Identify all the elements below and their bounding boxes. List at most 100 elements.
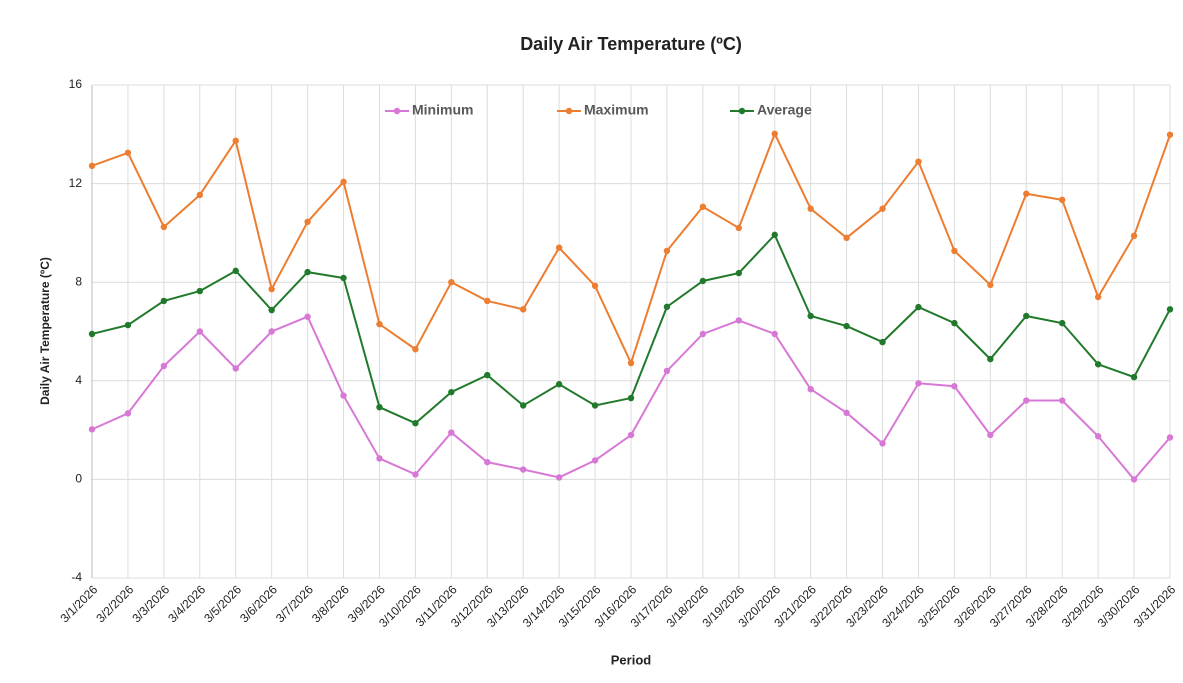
data-point	[771, 130, 778, 138]
data-point	[376, 403, 383, 411]
legend-label: Maximum	[584, 102, 649, 118]
y-tick-label: 16	[69, 77, 83, 91]
data-point	[663, 367, 671, 375]
data-point	[663, 247, 671, 255]
data-point	[987, 281, 994, 289]
data-point	[591, 457, 599, 464]
legend-label: Minimum	[412, 102, 473, 118]
data-point	[196, 287, 203, 295]
data-point	[1130, 232, 1138, 240]
data-point	[735, 224, 742, 232]
data-point	[987, 431, 994, 439]
data-point	[196, 328, 203, 335]
legend-marker	[565, 107, 573, 115]
data-point	[376, 320, 383, 328]
data-point	[1059, 397, 1066, 404]
data-point	[915, 303, 922, 311]
data-point	[268, 306, 275, 314]
data-point	[376, 455, 383, 462]
data-point	[304, 268, 311, 276]
data-point	[627, 359, 635, 367]
y-tick-label: 0	[75, 472, 82, 486]
data-point	[340, 178, 347, 186]
data-point	[196, 191, 203, 199]
data-point	[879, 440, 886, 447]
data-point	[520, 306, 527, 313]
data-point	[555, 244, 563, 251]
legend-marker	[738, 107, 746, 115]
data-point	[124, 149, 132, 156]
data-point	[735, 317, 742, 324]
data-point	[160, 223, 168, 231]
data-point	[304, 218, 311, 226]
data-point	[591, 282, 599, 290]
data-point	[88, 162, 96, 170]
data-point	[88, 426, 96, 433]
legend-label: Average	[757, 102, 812, 118]
data-point	[88, 330, 96, 338]
chart-title: Daily Air Temperature (ºC)	[520, 34, 742, 54]
data-point	[1094, 293, 1102, 301]
data-point	[124, 410, 132, 417]
data-point	[663, 303, 671, 311]
data-point	[879, 338, 886, 346]
data-point	[555, 474, 563, 481]
data-point	[555, 381, 563, 388]
data-point	[124, 321, 132, 329]
data-point	[268, 328, 275, 335]
data-point	[951, 247, 958, 255]
data-point	[340, 274, 347, 282]
data-point	[1059, 196, 1066, 204]
y-tick-label: 8	[75, 274, 82, 288]
data-point	[951, 319, 958, 327]
data-point	[1059, 319, 1066, 327]
legend-marker	[393, 107, 401, 115]
data-point	[699, 203, 707, 210]
data-point	[699, 330, 707, 338]
data-point	[735, 269, 742, 277]
data-point	[268, 285, 275, 293]
x-axis-label: Period	[611, 652, 652, 667]
data-point	[951, 383, 958, 390]
data-point	[843, 322, 850, 330]
data-point	[160, 362, 168, 370]
data-point	[627, 431, 635, 439]
data-point	[160, 297, 168, 305]
data-point	[412, 471, 419, 478]
y-axis-label: Daily Air Temperature (ºC)	[38, 257, 52, 405]
y-tick-label: 4	[75, 373, 82, 387]
data-point	[1094, 433, 1102, 440]
data-point	[699, 277, 707, 285]
data-point	[340, 392, 347, 399]
y-tick-label: 12	[69, 176, 83, 190]
y-tick-label: -4	[71, 570, 82, 584]
data-point	[627, 394, 635, 402]
data-point	[448, 388, 455, 396]
data-point	[915, 158, 922, 165]
data-point	[807, 205, 814, 212]
data-point	[879, 205, 886, 212]
data-point	[1130, 476, 1138, 483]
data-point	[304, 313, 311, 320]
data-point	[771, 231, 778, 239]
data-point	[843, 234, 850, 242]
data-point	[1094, 361, 1102, 368]
data-point	[232, 267, 239, 275]
data-point	[987, 355, 994, 363]
data-point	[771, 330, 778, 338]
data-point	[448, 279, 455, 286]
data-point	[807, 312, 814, 320]
data-point	[1166, 306, 1174, 313]
data-point	[1130, 373, 1138, 381]
data-point	[1023, 312, 1030, 320]
data-point	[520, 402, 527, 409]
data-point	[807, 385, 814, 393]
data-point	[412, 419, 419, 427]
data-point	[412, 346, 419, 353]
data-point	[232, 137, 239, 144]
data-point	[484, 297, 491, 305]
data-point	[1166, 434, 1174, 441]
data-point	[1023, 397, 1030, 404]
